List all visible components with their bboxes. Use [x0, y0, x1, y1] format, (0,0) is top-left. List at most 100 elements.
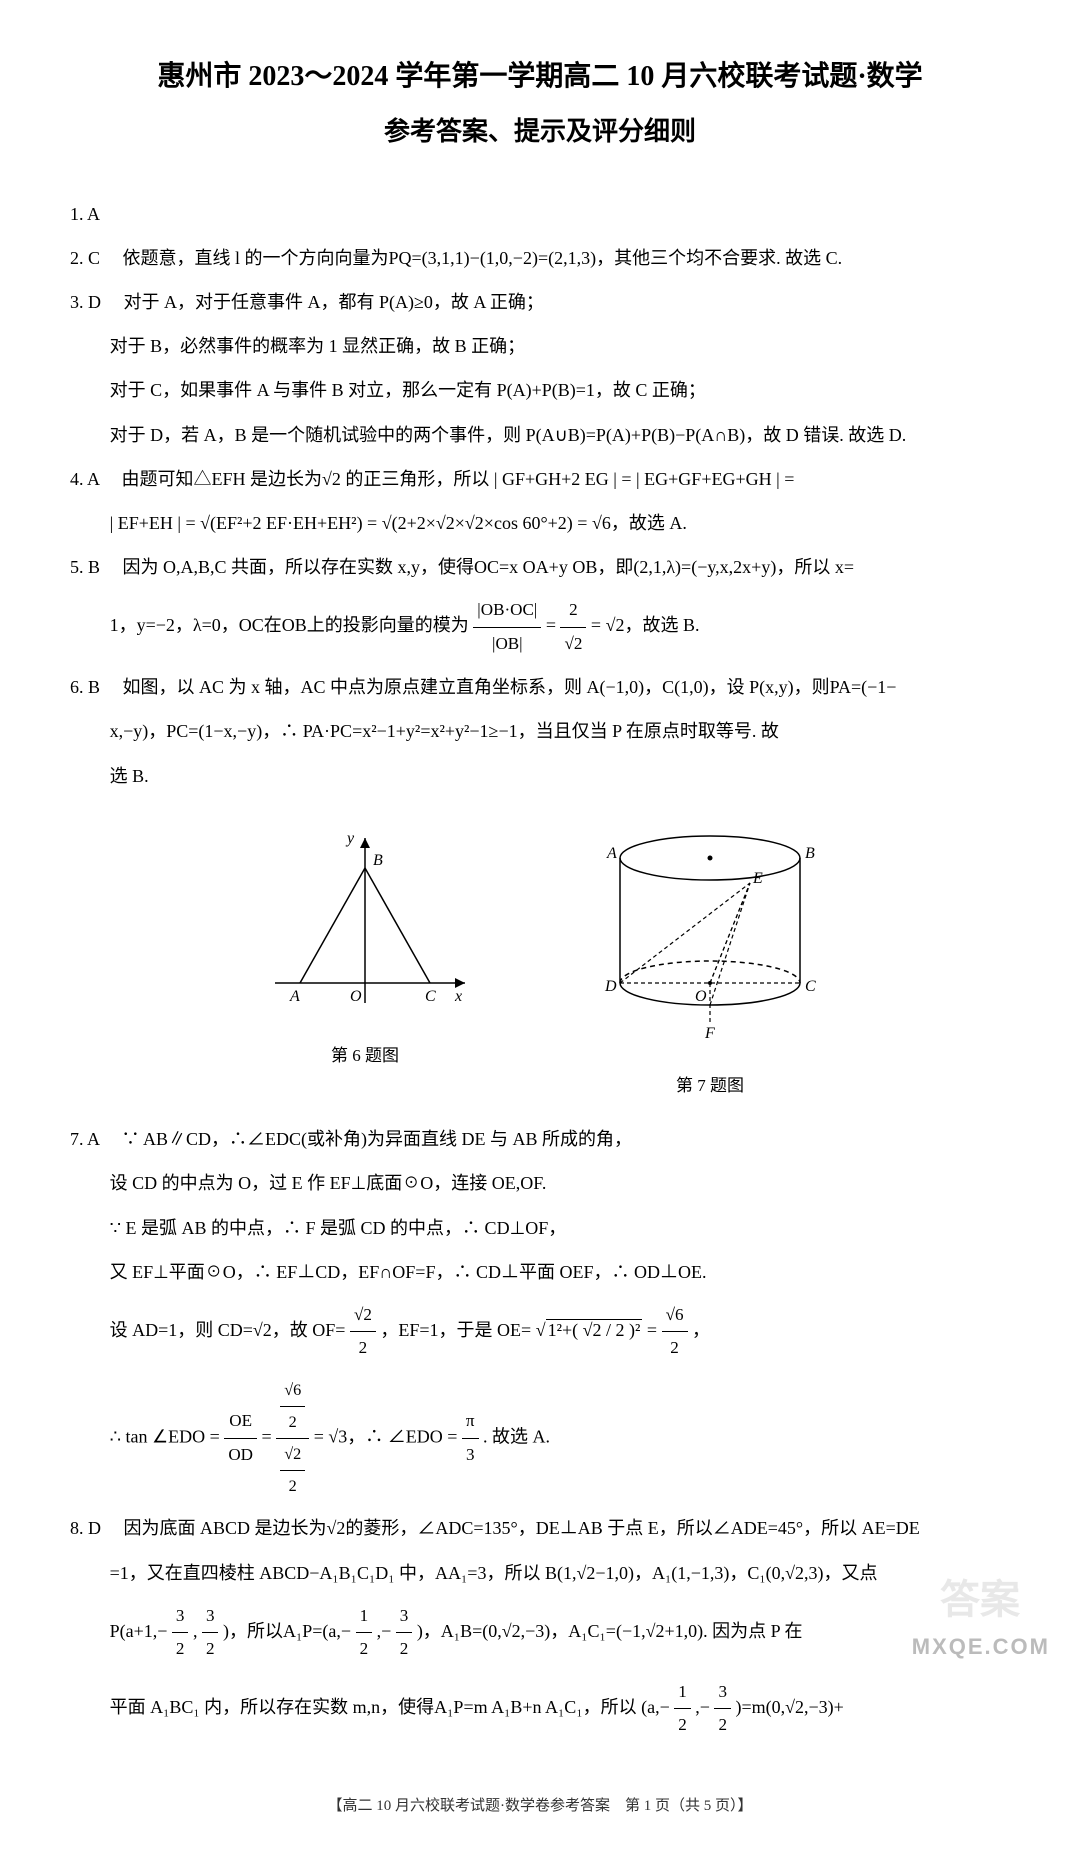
q8f5b: 2 [674, 1709, 691, 1741]
diagrams-row: A O C x B y 第 6 题图 A B C D E [70, 823, 1010, 1102]
q7-t2bot: √22 [276, 1439, 309, 1502]
q7-of: √22 [350, 1299, 376, 1365]
answer-4: 4. A 由题可知△EFH 是边长为√2 的正三角形，所以 | GF+GH+2 … [70, 462, 1010, 496]
q4-l2: | EF+EH | = √(EF²+2 EF·EH+EH²) = √(2+2×√… [70, 506, 1010, 540]
diagram-6: A O C x B y 第 6 题图 [255, 823, 475, 1102]
answer-2: 2. C 依题意，直线 l 的一个方向向量为PQ=(3,1,1)−(1,0,−2… [70, 241, 1010, 275]
q7-t2bb: 2 [280, 1471, 305, 1502]
q8-l1: 因为底面 ABCD 是边长为√2的菱形，∠ADC=135°，DE⊥AB 于点 E… [124, 1518, 920, 1538]
q7-num: 7. A [70, 1129, 99, 1149]
q6-l2: x,−y)，PC=(1−x,−y)，∴ PA·PC=x²−1+y²=x²+y²−… [70, 714, 1010, 748]
q8f3b: 2 [356, 1633, 373, 1665]
q7-l5b: ，EF=1，于是 OE= [380, 1320, 531, 1340]
d6-y: y [345, 830, 355, 847]
diagram-6-svg: A O C x B y [255, 823, 475, 1023]
q7-l6: ∴ tan ∠EDO = OEOD = √62 √22 = √3，∴ ∠EDO … [70, 1375, 1010, 1502]
q8f3t: 1 [356, 1600, 373, 1633]
diagram-7-label: 第 7 题图 [595, 1070, 825, 1102]
q7-t2tt: √6 [280, 1375, 305, 1407]
q7-t1: OEOD [224, 1405, 257, 1471]
q8-l3d: ,− [377, 1621, 392, 1641]
q2-num: 2. C [70, 248, 100, 268]
q3-num: 3. D [70, 292, 101, 312]
d6-x: x [454, 988, 462, 1005]
q8-f5: 12 [674, 1676, 691, 1742]
d6-A: A [289, 988, 300, 1005]
q7-oet: √6 [662, 1299, 688, 1332]
q8f5t: 1 [674, 1676, 691, 1709]
answer-3: 3. D 对于 A，对于任意事件 A，都有 P(A)≥0，故 A 正确； [70, 285, 1010, 319]
q8-l3a: P(a+1,− [110, 1621, 168, 1641]
q8-f3: 12 [356, 1600, 373, 1666]
q7-t1t: OE [224, 1405, 257, 1438]
q7-l6a: ∴ tan ∠EDO = [110, 1426, 225, 1446]
q7-pit: π [462, 1405, 479, 1438]
q7-t2top: √62 [276, 1375, 309, 1439]
q7-l5c: ， [692, 1320, 710, 1340]
d7-B: B [805, 845, 815, 862]
q8f6t: 3 [714, 1676, 731, 1709]
d7-E: E [752, 870, 763, 887]
q5-f1b: |OB| [473, 628, 541, 660]
answer-1: 1. A [70, 197, 1010, 231]
q7-l4: 又 EF⊥平面☉O，∴ EF⊥CD，EF∩OF=F，∴ CD⊥平面 OEF，∴ … [70, 1255, 1010, 1289]
q5-l1: 因为 O,A,B,C 共面，所以存在实数 x,y，使得OC=x OA+y OB，… [123, 557, 854, 577]
q4-num: 4. A [70, 469, 99, 489]
q5-f2b: √2 [560, 628, 586, 660]
q7-l6c: = √3，∴ ∠EDO = [314, 1426, 462, 1446]
q7-l2: 设 CD 的中点为 O，过 E 作 EF⊥底面☉O，连接 OE,OF. [70, 1166, 1010, 1200]
q3-l4: 对于 D，若 A，B 是一个随机试验中的两个事件，则 P(A∪B)=P(A)+P… [70, 418, 1010, 452]
q8-l4c: )=m(0,√2,−3)+ [735, 1697, 843, 1717]
answer-8: 8. D 因为底面 ABCD 是边长为√2的菱形，∠ADC=135°，DE⊥AB… [70, 1511, 1010, 1545]
q8-l3b: , [193, 1621, 198, 1641]
q7-t2bt: √2 [280, 1439, 305, 1471]
d7-O: O [695, 988, 707, 1005]
q8f1b: 2 [172, 1633, 189, 1665]
q8-l4: 平面 A₁BC₁ 内，所以存在实数 m,n，使得A₁P=m A₁B+n A₁C₁… [70, 1676, 1010, 1742]
q8f2b: 2 [202, 1633, 219, 1665]
page-subtitle: 参考答案、提示及评分细则 [70, 107, 1010, 156]
q4-l1: 由题可知△EFH 是边长为√2 的正三角形，所以 | GF+GH+2 EG | … [122, 469, 795, 489]
q8f1t: 3 [172, 1600, 189, 1633]
q8f2t: 3 [202, 1600, 219, 1633]
q7-l6b: = [262, 1426, 277, 1446]
q8-l4b: ,− [695, 1697, 710, 1717]
q7-l6d: . 故选 A. [483, 1426, 550, 1446]
q8-l3: P(a+1,− 32 , 32 )，所以A₁P=(a,− 12 ,− 32 )，… [70, 1600, 1010, 1666]
q8-f1: 32 [172, 1600, 189, 1666]
q5-l2a: 1，y=−2，λ=0，OC在OB上的投影向量的模为 [110, 615, 474, 635]
q8f4b: 2 [396, 1633, 413, 1665]
d7-F: F [704, 1025, 715, 1042]
q8-l3c: )，所以A₁P=(a,− [223, 1621, 351, 1641]
watermark-url: MXQE.COM [912, 1626, 1050, 1668]
q7-oft: √2 [350, 1299, 376, 1332]
q3-l2: 对于 B，必然事件的概率为 1 显然正确，故 B 正确； [70, 329, 1010, 363]
q5-l2: 1，y=−2，λ=0，OC在OB上的投影向量的模为 |OB·OC||OB| = … [70, 594, 1010, 660]
q8-f4: 32 [396, 1600, 413, 1666]
diagram-6-label: 第 6 题图 [255, 1040, 475, 1072]
answer-5: 5. B 因为 O,A,B,C 共面，所以存在实数 x,y，使得OC=x OA+… [70, 550, 1010, 584]
q7-l1: ∵ AB∥CD，∴∠EDC(或补角)为异面直线 DE 与 AB 所成的角， [122, 1129, 633, 1149]
q7-t1b: OD [224, 1439, 257, 1471]
q8-l4a: 平面 A₁BC₁ 内，所以存在实数 m,n，使得A₁P=m A₁B+n A₁C₁… [110, 1697, 670, 1717]
q7-l5: 设 AD=1，则 CD=√2，故 OF= √22 ，EF=1，于是 OE= √1… [70, 1299, 1010, 1365]
q8f6b: 2 [714, 1709, 731, 1741]
q7-t2tb: 2 [280, 1407, 305, 1438]
q5-l2b: = [546, 615, 561, 635]
q5-frac2: 2√2 [560, 594, 586, 660]
q6-l3: 选 B. [70, 759, 1010, 793]
q5-frac1: |OB·OC||OB| [473, 594, 541, 660]
answer-7: 7. A ∵ AB∥CD，∴∠EDC(或补角)为异面直线 DE 与 AB 所成的… [70, 1122, 1010, 1156]
answer-6: 6. B 如图，以 AC 为 x 轴，AC 中点为原点建立直角坐标系，则 A(−… [70, 670, 1010, 704]
d6-C: C [425, 988, 436, 1005]
d6-B: B [373, 852, 383, 869]
q7-pi: π3 [462, 1405, 479, 1471]
q8-num: 8. D [70, 1518, 101, 1538]
q7-l5a: 设 AD=1，则 CD=√2，故 OF= [110, 1320, 346, 1340]
page-footer: 【高二 10 月六校联考试题·数学卷参考答案 第 1 页（共 5 页）】 [70, 1792, 1010, 1821]
q5-f1t: |OB·OC| [473, 594, 541, 627]
q7-sqrt: 1²+( √2 / 2 )² [546, 1319, 643, 1340]
q5-f2t: 2 [560, 594, 586, 627]
q8-f6: 32 [714, 1676, 731, 1742]
q3-l3: 对于 C，如果事件 A 与事件 B 对立，那么一定有 P(A)+P(B)=1，故… [70, 373, 1010, 407]
